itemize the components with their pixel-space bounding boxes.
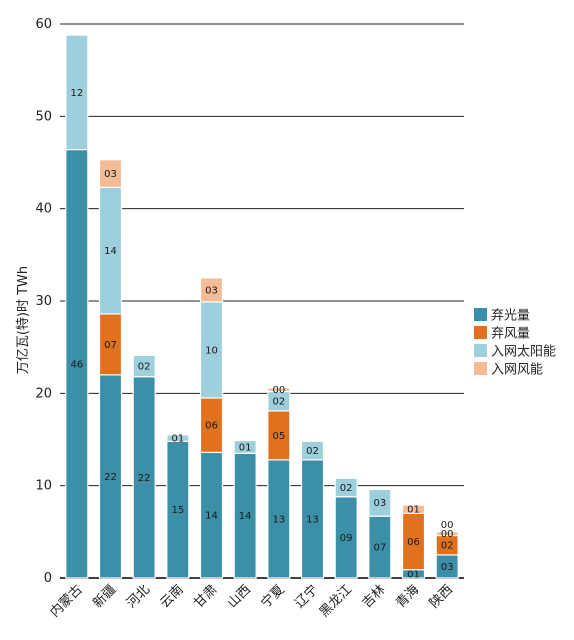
category-label: 甘肃 <box>191 582 220 611</box>
segment-value-label: 05 <box>272 431 285 442</box>
segment-value-label: 02 <box>272 397 285 408</box>
bar-segment <box>435 531 459 537</box>
segment-labels: 4612220714032202150114061003140113050200… <box>70 88 453 581</box>
legend-swatch <box>474 308 487 321</box>
segment-value-label: 22 <box>104 472 117 483</box>
y-tick-label: 30 <box>35 294 52 309</box>
category-label: 陕西 <box>427 582 456 611</box>
legend-swatch <box>474 326 487 339</box>
segment-value-label: 13 <box>306 514 319 525</box>
y-axis-ticks: 0 10 20 30 40 50 60 <box>35 17 52 586</box>
segment-value-label: 12 <box>70 88 83 99</box>
segment-value-label: 07 <box>373 543 386 554</box>
bar-segment <box>166 434 190 442</box>
segment-value-label: 00 <box>441 520 454 531</box>
segment-value-label: 06 <box>407 537 420 548</box>
segment-value-label: 02 <box>138 362 151 373</box>
segment-value-label: 03 <box>441 562 454 573</box>
segment-value-label: 15 <box>171 505 184 516</box>
segment-value-label: 10 <box>205 345 218 356</box>
y-tick-label: 60 <box>35 17 52 32</box>
segment-value-label: 06 <box>205 421 218 432</box>
segment-value-label: 03 <box>373 498 386 509</box>
segment-value-label: 01 <box>171 434 184 445</box>
segment-value-label: 01 <box>239 442 252 453</box>
category-label: 宁夏 <box>258 582 288 612</box>
bar-segment <box>300 440 325 461</box>
y-tick-label: 0 <box>44 571 52 586</box>
segment-value-label: 14 <box>104 246 117 257</box>
segment-value-label: 02 <box>340 483 353 494</box>
legend-entry: 入网风能 <box>491 363 543 378</box>
y-tick-label: 20 <box>35 386 52 401</box>
segment-value-label: 13 <box>272 514 285 525</box>
segment-value-label: 46 <box>70 359 83 370</box>
segment-value-label: 14 <box>239 511 252 522</box>
category-label: 辽宁 <box>292 582 322 612</box>
category-label: 黑龙江 <box>317 582 355 620</box>
y-tick-label: 40 <box>35 202 52 217</box>
bar-segment <box>401 504 426 514</box>
segment-value-label: 03 <box>205 285 218 296</box>
category-label: 新疆 <box>90 582 120 612</box>
category-label: 青海 <box>393 582 422 611</box>
segment-value-label: 00 <box>441 529 454 540</box>
segment-value-label: 07 <box>104 340 117 351</box>
bar-segment <box>132 354 156 378</box>
legend-entry: 弃风量 <box>491 327 530 342</box>
segment-value-label: 22 <box>138 473 151 484</box>
bar-segment <box>368 488 392 517</box>
bar-segment <box>334 477 358 498</box>
segment-value-label: 01 <box>407 569 420 580</box>
bar-segment <box>233 439 257 454</box>
segment-value-label: 02 <box>441 541 454 552</box>
segment-value-label: 14 <box>205 511 218 522</box>
grid-lines <box>60 23 464 579</box>
category-label: 内蒙古 <box>47 582 86 621</box>
segment-value-label: 03 <box>104 169 117 180</box>
legend-entry: 弃光量 <box>491 309 530 324</box>
y-tick-label: 50 <box>35 109 52 124</box>
legend-entry: 入网太阳能 <box>491 345 556 360</box>
category-label: 河北 <box>124 582 153 611</box>
category-label: 吉林 <box>360 582 389 611</box>
legend-swatch <box>474 344 487 357</box>
category-label: 云南 <box>157 582 187 612</box>
bar-segment <box>98 159 123 189</box>
bar-segment <box>65 34 89 151</box>
y-axis-label: 万亿瓦(特)时 TWh <box>16 266 31 374</box>
bar-segment <box>267 387 291 393</box>
bar-segment <box>199 277 224 303</box>
segment-value-label: 01 <box>407 505 420 516</box>
legend-swatch <box>474 362 487 375</box>
segment-value-label: 00 <box>272 385 285 396</box>
bar-segments <box>65 34 459 579</box>
segment-value-label: 02 <box>306 446 319 457</box>
segment-value-label: 09 <box>340 533 353 544</box>
category-label: 山西 <box>225 582 254 611</box>
y-tick-label: 10 <box>35 479 52 494</box>
